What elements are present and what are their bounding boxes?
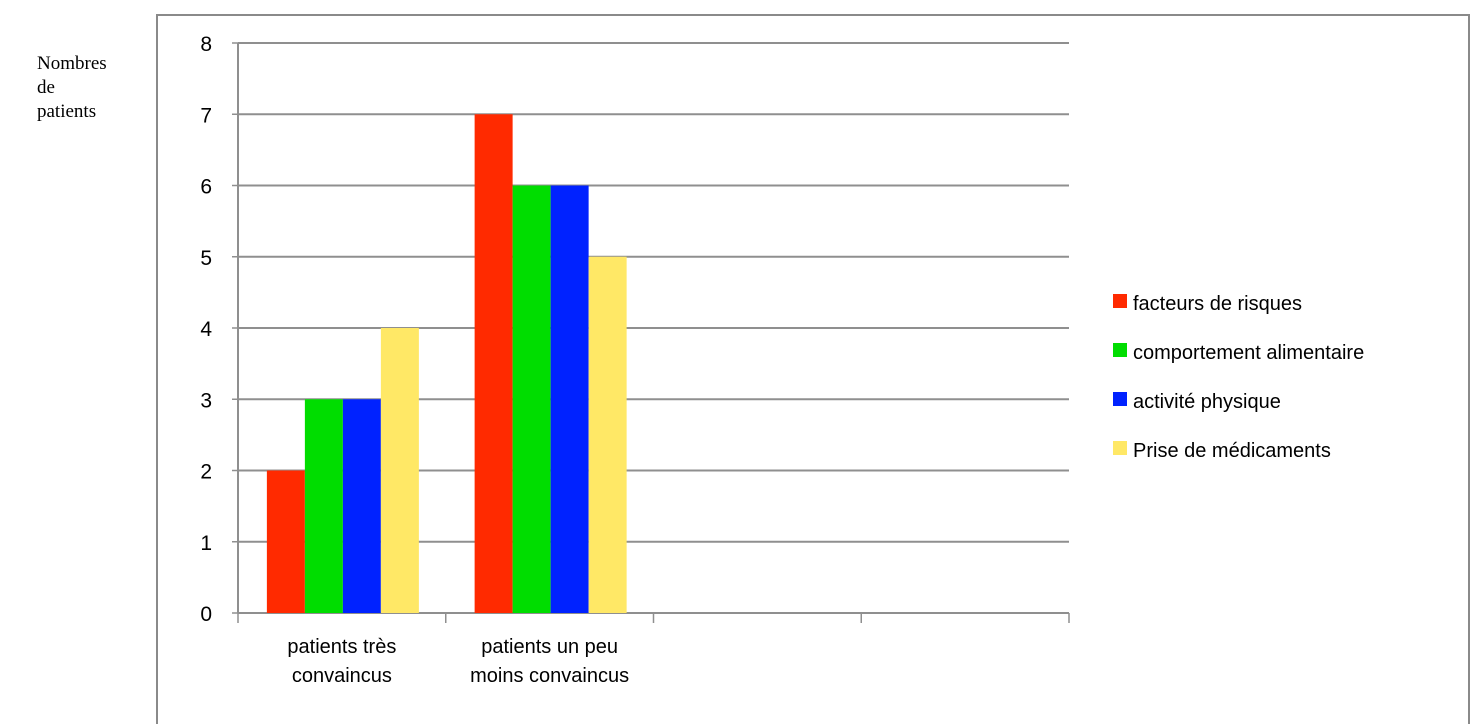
bar	[588, 256, 627, 613]
legend-label: facteurs de risques	[1133, 293, 1302, 315]
bar	[550, 185, 589, 613]
bar	[474, 114, 513, 613]
bar	[380, 328, 419, 613]
legend-label: activité physique	[1133, 391, 1281, 413]
x-category-label: patients un peu	[481, 636, 618, 658]
legend-swatch	[1113, 294, 1127, 308]
y-tick-label: 3	[200, 389, 212, 412]
y-tick-label: 6	[200, 176, 212, 199]
y-axis-label-line: Nombres	[37, 53, 107, 74]
x-category-label: convaincus	[292, 665, 392, 687]
y-tick-label: 4	[200, 318, 212, 341]
x-category-label: patients très	[287, 636, 396, 658]
bar	[304, 399, 343, 613]
y-axis-label: Nombres de patients	[37, 52, 147, 124]
y-tick-label: 7	[200, 104, 212, 127]
legend-label: comportement alimentaire	[1133, 342, 1364, 364]
legend-swatch	[1113, 392, 1127, 406]
x-category-label: moins convaincus	[470, 665, 629, 687]
y-tick-label: 5	[200, 247, 212, 270]
legend-label: Prise de médicaments	[1133, 440, 1331, 462]
y-tick-label: 1	[200, 532, 212, 555]
bar	[342, 399, 381, 613]
bar	[266, 470, 305, 613]
legend-swatch	[1113, 441, 1127, 455]
y-tick-label: 2	[200, 461, 212, 484]
bar	[512, 185, 551, 613]
legend-swatch	[1113, 343, 1127, 357]
y-axis-label-line: de	[37, 77, 55, 98]
y-axis-label-line: patients	[37, 101, 97, 122]
y-tick-label: 8	[200, 33, 212, 56]
y-tick-label: 0	[200, 603, 212, 626]
